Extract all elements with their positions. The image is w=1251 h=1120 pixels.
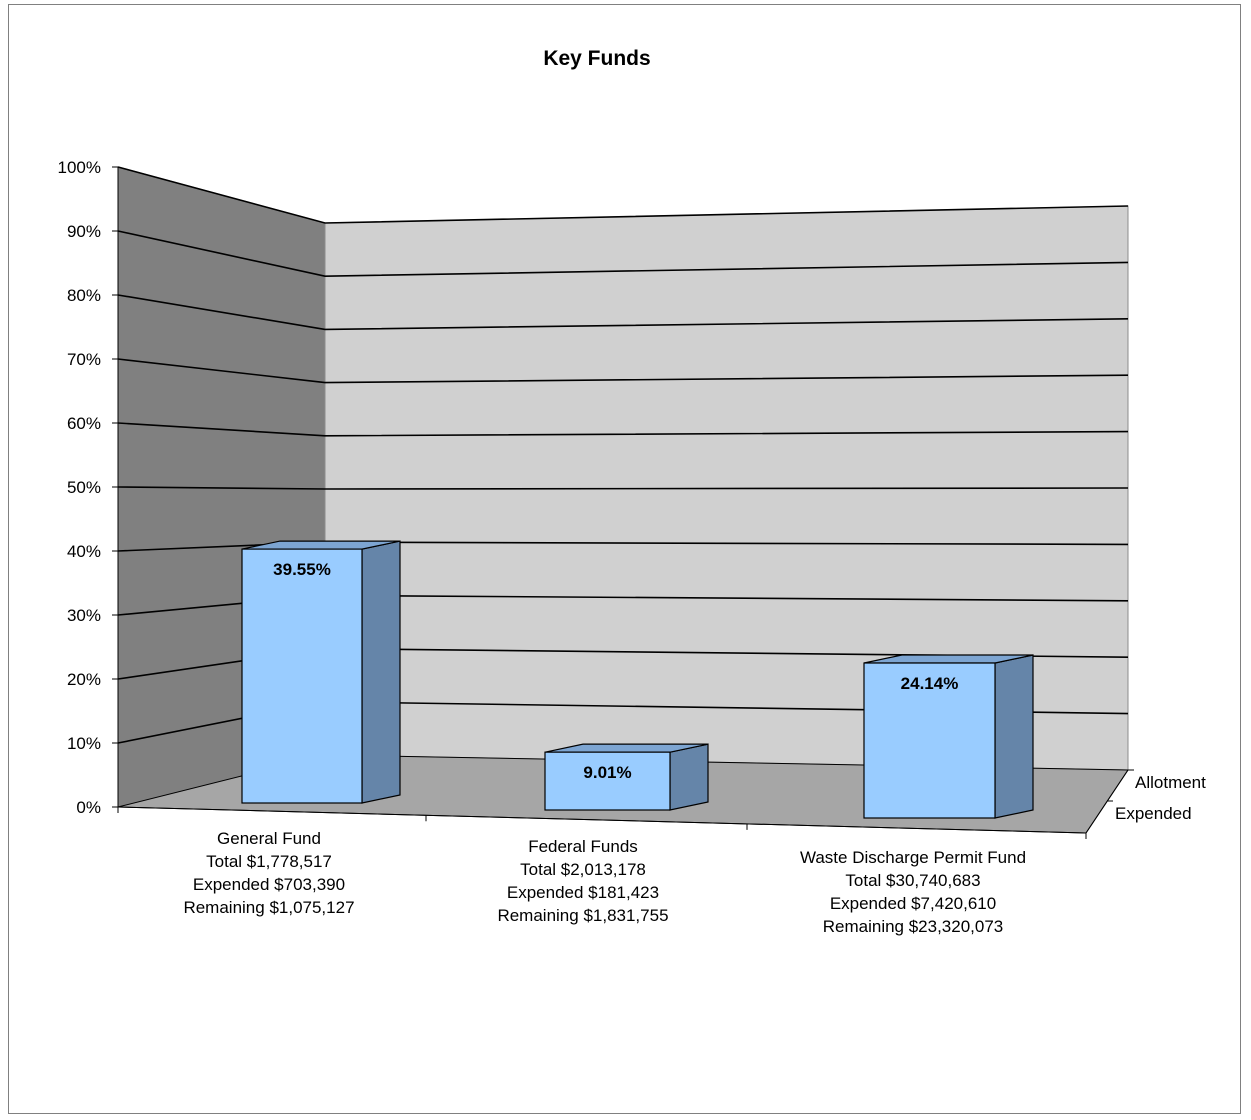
category-detail: Remaining $1,075,127 (183, 898, 354, 917)
axes (112, 166, 1129, 839)
key-funds-chart: 0% 10% 20% 30% 40% 50% 60% 70% 80% 90% 100% 39.55%… (58, 47, 1207, 936)
category-detail: Total $1,778,517 (206, 852, 332, 871)
depth-axis-labels: Allotment Expended (1107, 769, 1206, 823)
data-label: 39.55% (273, 560, 331, 579)
gridline (117, 358, 1129, 384)
y-tick-label: 80% (67, 286, 101, 305)
category-labels: General Fund Total $1,778,517 Expended $70… (183, 829, 1026, 936)
category-detail: Remaining $1,831,755 (497, 906, 668, 925)
gridlines (117, 166, 1129, 744)
bar-side (669, 743, 709, 811)
x-axis-line (117, 806, 1087, 834)
data-label: 9.01% (583, 763, 631, 782)
y-tick-label: 70% (67, 350, 101, 369)
y-tick-labels: 0% 10% 20% 30% 40% 50% 60% 70% 80% 90% 100% (58, 158, 101, 817)
bar-side (994, 654, 1034, 819)
y-tick-label: 40% (67, 542, 101, 561)
chart-title: Key Funds (543, 47, 650, 70)
category-detail: Total $30,740,683 (845, 871, 980, 890)
depth-label: Expended (1115, 804, 1192, 823)
bar (544, 751, 671, 811)
bar (863, 662, 996, 819)
y-tick-label: 100% (58, 158, 101, 177)
category-name: Waste Discharge Permit Fund (800, 848, 1026, 867)
category-name: General Fund (217, 829, 321, 848)
gridline (117, 230, 1129, 278)
bar-group: 39.55% (241, 540, 401, 804)
data-label: 24.14% (901, 674, 959, 693)
category-detail: Remaining $23,320,073 (823, 917, 1004, 936)
bars: 39.55% 9.01% 24.14% (241, 540, 1034, 819)
category-detail: Total $2,013,178 (520, 860, 646, 879)
category-detail: Expended $181,423 (507, 883, 659, 902)
gridline (117, 422, 1129, 437)
y-tick-label: 10% (67, 734, 101, 753)
bar-side (361, 540, 401, 804)
gridline (117, 486, 1129, 490)
category-detail: Expended $703,390 (193, 875, 345, 894)
gridline (117, 166, 1129, 224)
gridline (117, 294, 1129, 331)
bar-group: 24.14% (863, 654, 1034, 819)
y-tick-label: 30% (67, 606, 101, 625)
category-name: Federal Funds (528, 837, 638, 856)
y-tick-label: 90% (67, 222, 101, 241)
y-tick-label: 0% (76, 798, 101, 817)
bar-group: 9.01% (544, 743, 709, 811)
bar (241, 548, 363, 804)
y-tick-label: 20% (67, 670, 101, 689)
category-detail: Expended $7,420,610 (830, 894, 996, 913)
y-tick-label: 60% (67, 414, 101, 433)
y-tick-label: 50% (67, 478, 101, 497)
chart-frame: 0% 10% 20% 30% 40% 50% 60% 70% 80% 90% 100% 39.55%… (8, 4, 1241, 1114)
depth-label: Allotment (1135, 773, 1206, 792)
